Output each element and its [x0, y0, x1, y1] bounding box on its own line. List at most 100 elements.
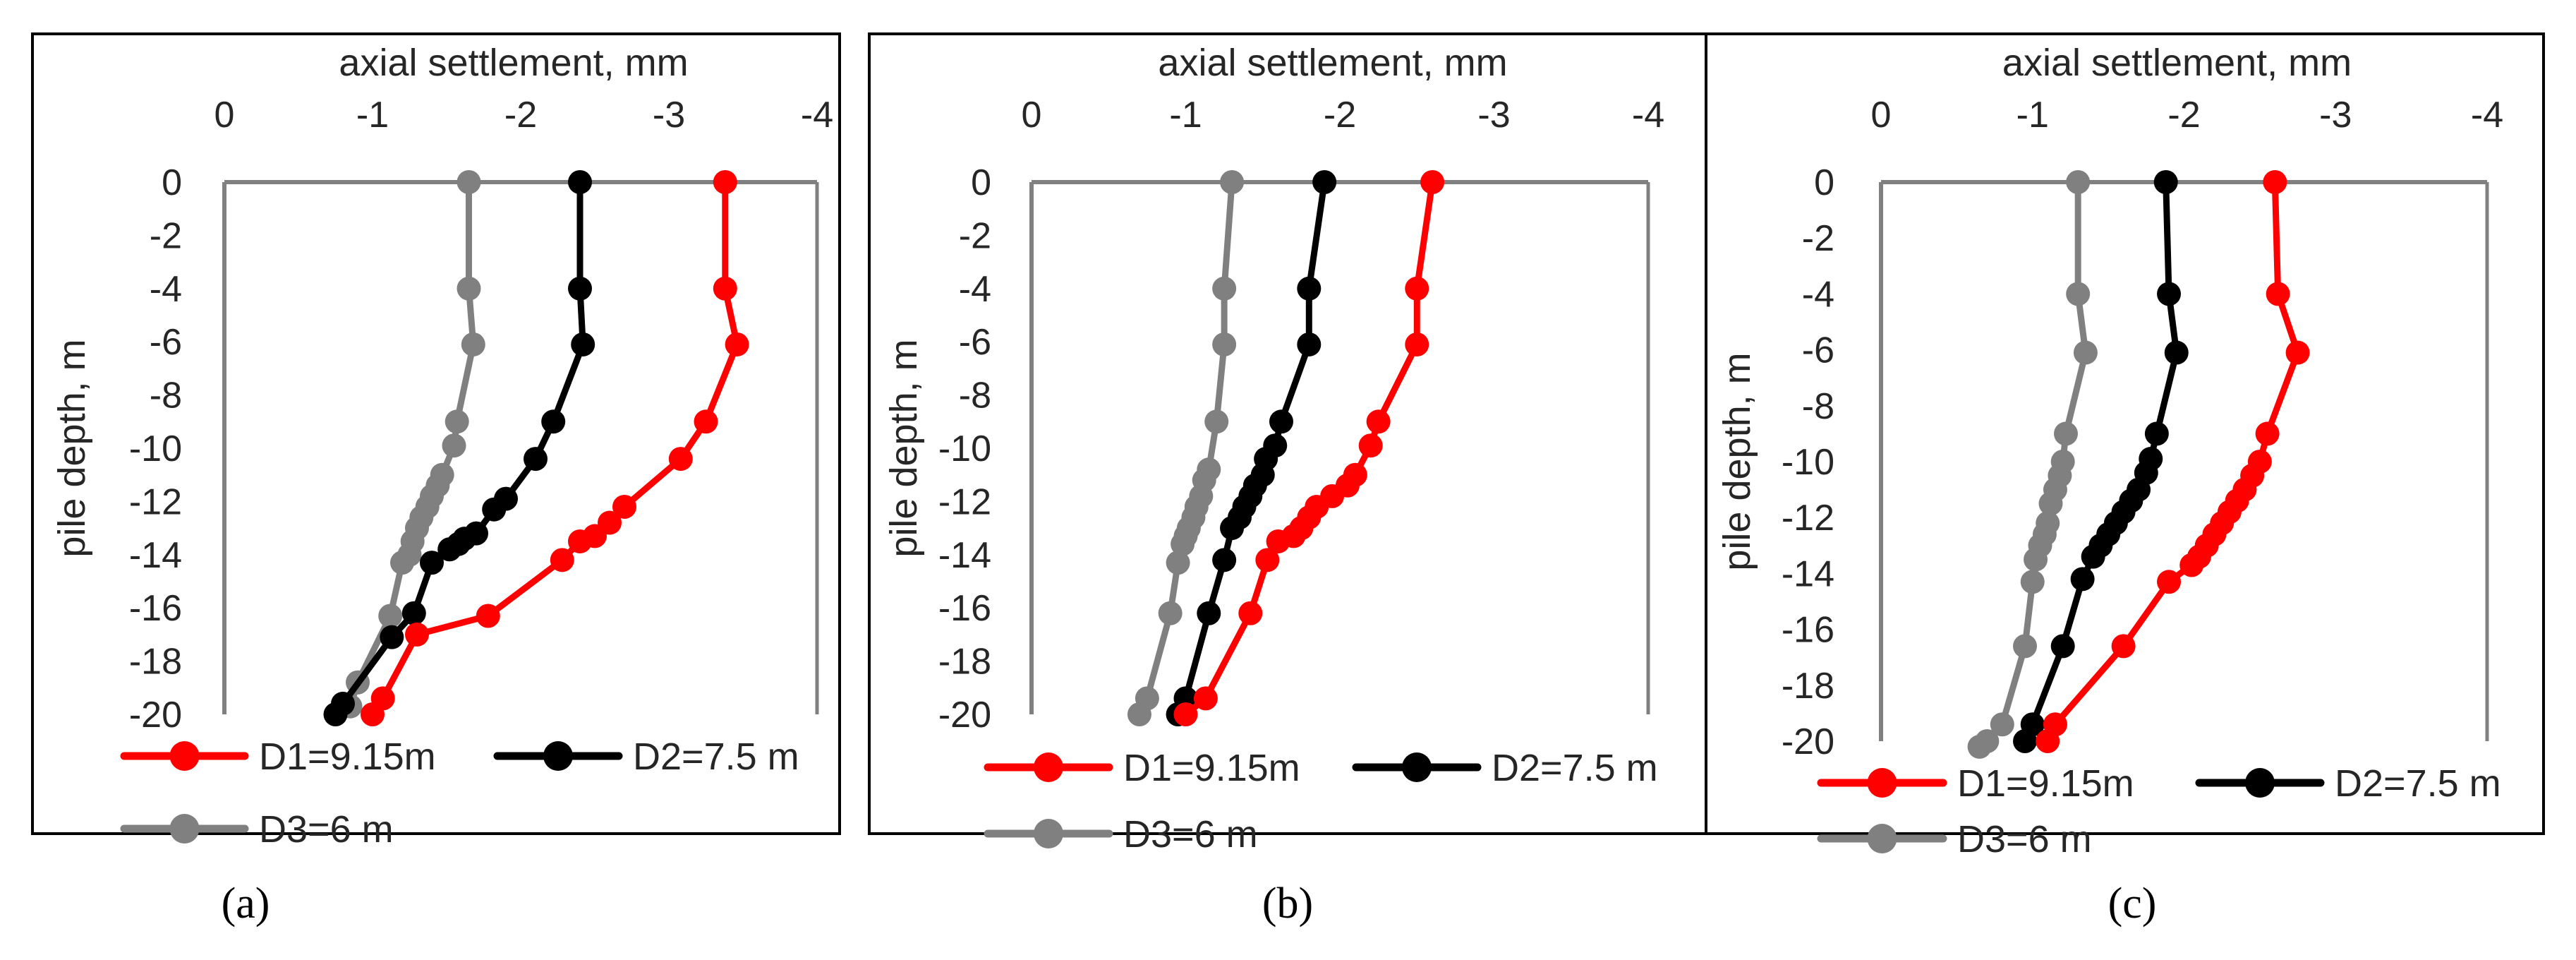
- data-point-2: [2157, 282, 2182, 306]
- data-point-3: [1212, 276, 1237, 301]
- legend-label-2: D2=7.5 m: [1492, 747, 1658, 789]
- legend-label-3: D3=6 m: [1123, 813, 1258, 856]
- data-point-1: [2157, 570, 2182, 594]
- data-point-3: [2066, 282, 2091, 306]
- y-tick-label: -8: [1802, 386, 1834, 427]
- data-point-2: [323, 702, 348, 726]
- data-point-1: [2179, 553, 2204, 577]
- data-point-1: [361, 702, 385, 726]
- data-point-3: [1990, 712, 2014, 737]
- y-tick-label: -16: [1782, 610, 1834, 651]
- data-point-3: [1158, 601, 1183, 625]
- legend-label-2: D2=7.5 m: [2335, 762, 2501, 805]
- data-point-2: [2144, 421, 2169, 446]
- data-point-3: [1212, 332, 1237, 356]
- data-point-3: [1220, 170, 1245, 194]
- data-point-3: [1166, 551, 1190, 575]
- data-point-1: [668, 447, 693, 472]
- data-point-2: [482, 497, 507, 522]
- data-point-3: [2038, 491, 2063, 516]
- y-tick-label: -18: [1782, 666, 1834, 707]
- panel-frame-a: [31, 32, 841, 835]
- data-point-3: [2024, 547, 2048, 572]
- y-tick-label: -12: [1782, 498, 1834, 539]
- y-tick-label: -2: [1802, 218, 1834, 259]
- x-tick-label: 0: [1871, 95, 1892, 136]
- y-tick-label: -20: [938, 695, 991, 736]
- data-point-2: [571, 332, 595, 356]
- data-point-1: [1193, 686, 1218, 711]
- data-point-1: [476, 604, 500, 628]
- data-point-3: [2013, 634, 2038, 659]
- x-tick-label: -1: [2016, 95, 2049, 136]
- panel-caption: (a): [222, 880, 270, 928]
- y-tick-label: -4: [150, 269, 182, 310]
- y-tick-label: -8: [150, 376, 182, 416]
- data-point-1: [694, 409, 718, 434]
- x-tick-label: -4: [801, 95, 833, 136]
- y-tick-label: -18: [938, 642, 991, 683]
- data-point-1: [612, 494, 636, 519]
- x-tick-label: -2: [2167, 95, 2200, 136]
- data-point-1: [1358, 433, 1383, 458]
- data-point-1: [713, 170, 737, 194]
- panel-frame-b: [868, 32, 1707, 835]
- data-point-1: [2036, 729, 2060, 753]
- data-point-2: [2050, 634, 2075, 659]
- legend-label-1: D1=9.15m: [1123, 747, 1300, 789]
- data-point-1: [1238, 601, 1263, 625]
- data-point-3: [378, 604, 403, 628]
- data-point-2: [2164, 340, 2189, 365]
- data-point-3: [2053, 421, 2078, 446]
- data-point-2: [2153, 170, 2178, 194]
- y-tick-label: -14: [938, 535, 991, 576]
- data-point-2: [2070, 567, 2095, 592]
- data-point-1: [550, 548, 574, 572]
- y-tick-label: -16: [938, 588, 991, 629]
- series-line-1: [1183, 179, 1436, 718]
- y-axis-title: pile depth, m: [1716, 352, 1758, 570]
- x-tick-label: -2: [1324, 95, 1356, 136]
- y-tick-label: -12: [938, 481, 991, 522]
- y-tick-label: -10: [1782, 442, 1834, 483]
- data-point-1: [1405, 276, 1429, 301]
- legend-label-2: D2=7.5 m: [633, 736, 799, 778]
- legend-label-3: D3=6 m: [1957, 818, 2092, 860]
- y-tick-label: -18: [129, 642, 182, 683]
- legend-marker-1: [1034, 752, 1063, 782]
- data-point-1: [1366, 409, 1391, 434]
- y-tick-label: -2: [150, 215, 182, 256]
- data-point-3: [461, 332, 485, 356]
- y-tick-label: -8: [959, 376, 991, 416]
- data-point-1: [1420, 170, 1445, 194]
- data-point-3: [456, 170, 481, 194]
- legend-marker-3: [169, 814, 200, 844]
- y-tick-label: -10: [129, 428, 182, 469]
- data-point-3: [442, 433, 466, 458]
- y-tick-label: -4: [1802, 274, 1834, 315]
- data-point-1: [2111, 634, 2136, 659]
- data-point-1: [2285, 340, 2310, 365]
- y-tick-label: -20: [129, 695, 182, 736]
- data-point-1: [725, 332, 749, 356]
- data-point-1: [2255, 421, 2280, 446]
- data-point-2: [568, 276, 592, 301]
- y-tick-label: -14: [129, 535, 182, 576]
- y-tick-label: -6: [1802, 330, 1834, 371]
- y-axis-title: pile depth, m: [51, 339, 93, 557]
- data-point-2: [420, 551, 444, 575]
- data-point-2: [401, 601, 426, 625]
- legend-marker-2: [543, 741, 573, 771]
- data-point-2: [2013, 729, 2038, 753]
- data-point-3: [2020, 570, 2045, 594]
- x-tick-label: -3: [2319, 95, 2352, 136]
- x-tick-label: 0: [1022, 95, 1042, 136]
- data-point-1: [2266, 282, 2290, 306]
- data-point-1: [1405, 332, 1429, 356]
- data-point-2: [1312, 170, 1337, 194]
- x-tick-label: -4: [1632, 95, 1664, 136]
- x-tick-label: -1: [1169, 95, 1202, 136]
- data-point-1: [2263, 170, 2287, 194]
- data-point-2: [1197, 601, 1221, 625]
